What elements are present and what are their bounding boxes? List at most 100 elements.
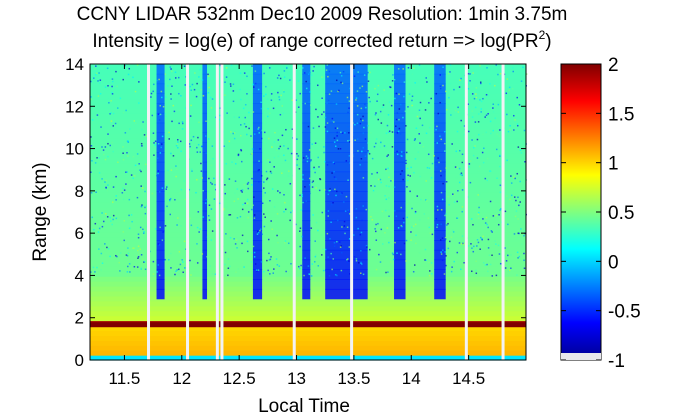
noise-pixel: [94, 222, 97, 225]
noise-pixel: [377, 118, 380, 121]
noise-pixel: [447, 222, 449, 225]
noise-pixel: [341, 192, 343, 194]
noise-pixel: [182, 261, 184, 263]
noise-pixel: [176, 143, 178, 145]
noise-pixel: [278, 265, 281, 267]
noise-pixel: [392, 74, 394, 76]
noise-pixel: [109, 144, 111, 147]
noise-pixel: [122, 112, 125, 114]
noise-pixel: [156, 79, 158, 82]
noise-pixel: [523, 252, 525, 255]
noise-pixel: [439, 85, 442, 87]
noise-pixel: [312, 180, 315, 182]
clear-band: [325, 112, 368, 124]
clear-band: [434, 269, 446, 280]
noise-pixel: [164, 225, 167, 227]
noise-pixel: [343, 225, 346, 227]
noise-pixel: [170, 152, 172, 155]
noise-pixel: [442, 249, 444, 251]
noise-pixel: [121, 192, 124, 194]
clear-band: [434, 142, 446, 153]
noise-pixel: [207, 73, 209, 76]
noise-pixel: [95, 65, 97, 67]
noise-pixel: [403, 221, 405, 224]
noise-pixel: [114, 122, 117, 125]
noise-pixel: [450, 270, 453, 273]
noise-pixel: [246, 75, 248, 78]
noise-pixel: [452, 193, 454, 195]
noise-pixel: [516, 172, 519, 175]
noise-pixel: [340, 131, 342, 133]
x-axis-label: Local Time: [258, 396, 350, 417]
noise-pixel: [246, 183, 249, 185]
noise-pixel: [211, 230, 214, 232]
noise-pixel: [487, 247, 490, 249]
noise-pixel: [362, 147, 364, 149]
noise-pixel: [330, 90, 333, 92]
clear-band: [156, 83, 165, 94]
chart-title-line2: Intensity = log(e) of range corrected re…: [92, 28, 551, 52]
noise-pixel: [403, 242, 406, 245]
noise-pixel: [127, 155, 129, 157]
noise-pixel: [488, 254, 491, 256]
noise-pixel: [96, 157, 98, 159]
noise-pixel: [273, 141, 276, 143]
noise-pixel: [395, 125, 397, 127]
noise-pixel: [300, 209, 302, 211]
noise-pixel: [261, 202, 264, 205]
noise-pixel: [158, 113, 161, 116]
noise-pixel: [122, 78, 124, 81]
clear-band: [394, 269, 406, 280]
noise-pixel: [518, 204, 520, 207]
noise-pixel: [445, 90, 447, 93]
noise-pixel: [520, 80, 523, 82]
noise-pixel: [321, 78, 324, 81]
noise-pixel: [195, 191, 197, 194]
noise-pixel: [125, 109, 127, 112]
noise-pixel: [436, 142, 439, 144]
noise-pixel: [331, 120, 334, 123]
noise-pixel: [175, 144, 178, 147]
noise-pixel: [443, 142, 446, 145]
noise-pixel: [414, 147, 416, 150]
clear-band: [302, 132, 311, 143]
clear-band: [156, 249, 165, 261]
colorbar-tick-label: 1.5: [608, 104, 634, 125]
noise-pixel: [309, 192, 311, 195]
noise-pixel: [158, 78, 160, 81]
clear-band: [252, 142, 263, 153]
noise-pixel: [254, 70, 257, 72]
noise-pixel: [170, 252, 172, 255]
noise-pixel: [268, 252, 270, 255]
colorbar-bottom-band: [561, 353, 601, 360]
noise-pixel: [396, 153, 399, 156]
noise-pixel: [98, 82, 101, 84]
noise-pixel: [303, 274, 305, 277]
noise-pixel: [96, 266, 98, 269]
noise-pixel: [90, 271, 92, 273]
noise-pixel: [119, 252, 122, 254]
noise-pixel: [196, 226, 199, 229]
noise-pixel: [482, 262, 485, 264]
noise-pixel: [306, 160, 309, 163]
noise-pixel: [489, 200, 492, 203]
noise-pixel: [453, 88, 455, 91]
noise-pixel: [513, 196, 516, 198]
noise-pixel: [475, 93, 477, 95]
noise-pixel: [469, 181, 472, 184]
noise-pixel: [277, 241, 279, 244]
noise-pixel: [91, 216, 93, 219]
noise-pixel: [253, 217, 256, 219]
noise-pixel: [172, 155, 175, 157]
noise-pixel: [468, 166, 471, 168]
clear-band: [252, 152, 263, 163]
clear-band: [156, 112, 165, 124]
noise-pixel: [277, 190, 279, 192]
clear-band: [394, 259, 406, 270]
noise-pixel: [234, 192, 236, 195]
noise-pixel: [346, 96, 349, 99]
noise-pixel: [260, 228, 262, 230]
noise-pixel: [251, 65, 253, 67]
noise-pixel: [463, 261, 465, 264]
noise-pixel: [257, 230, 259, 233]
